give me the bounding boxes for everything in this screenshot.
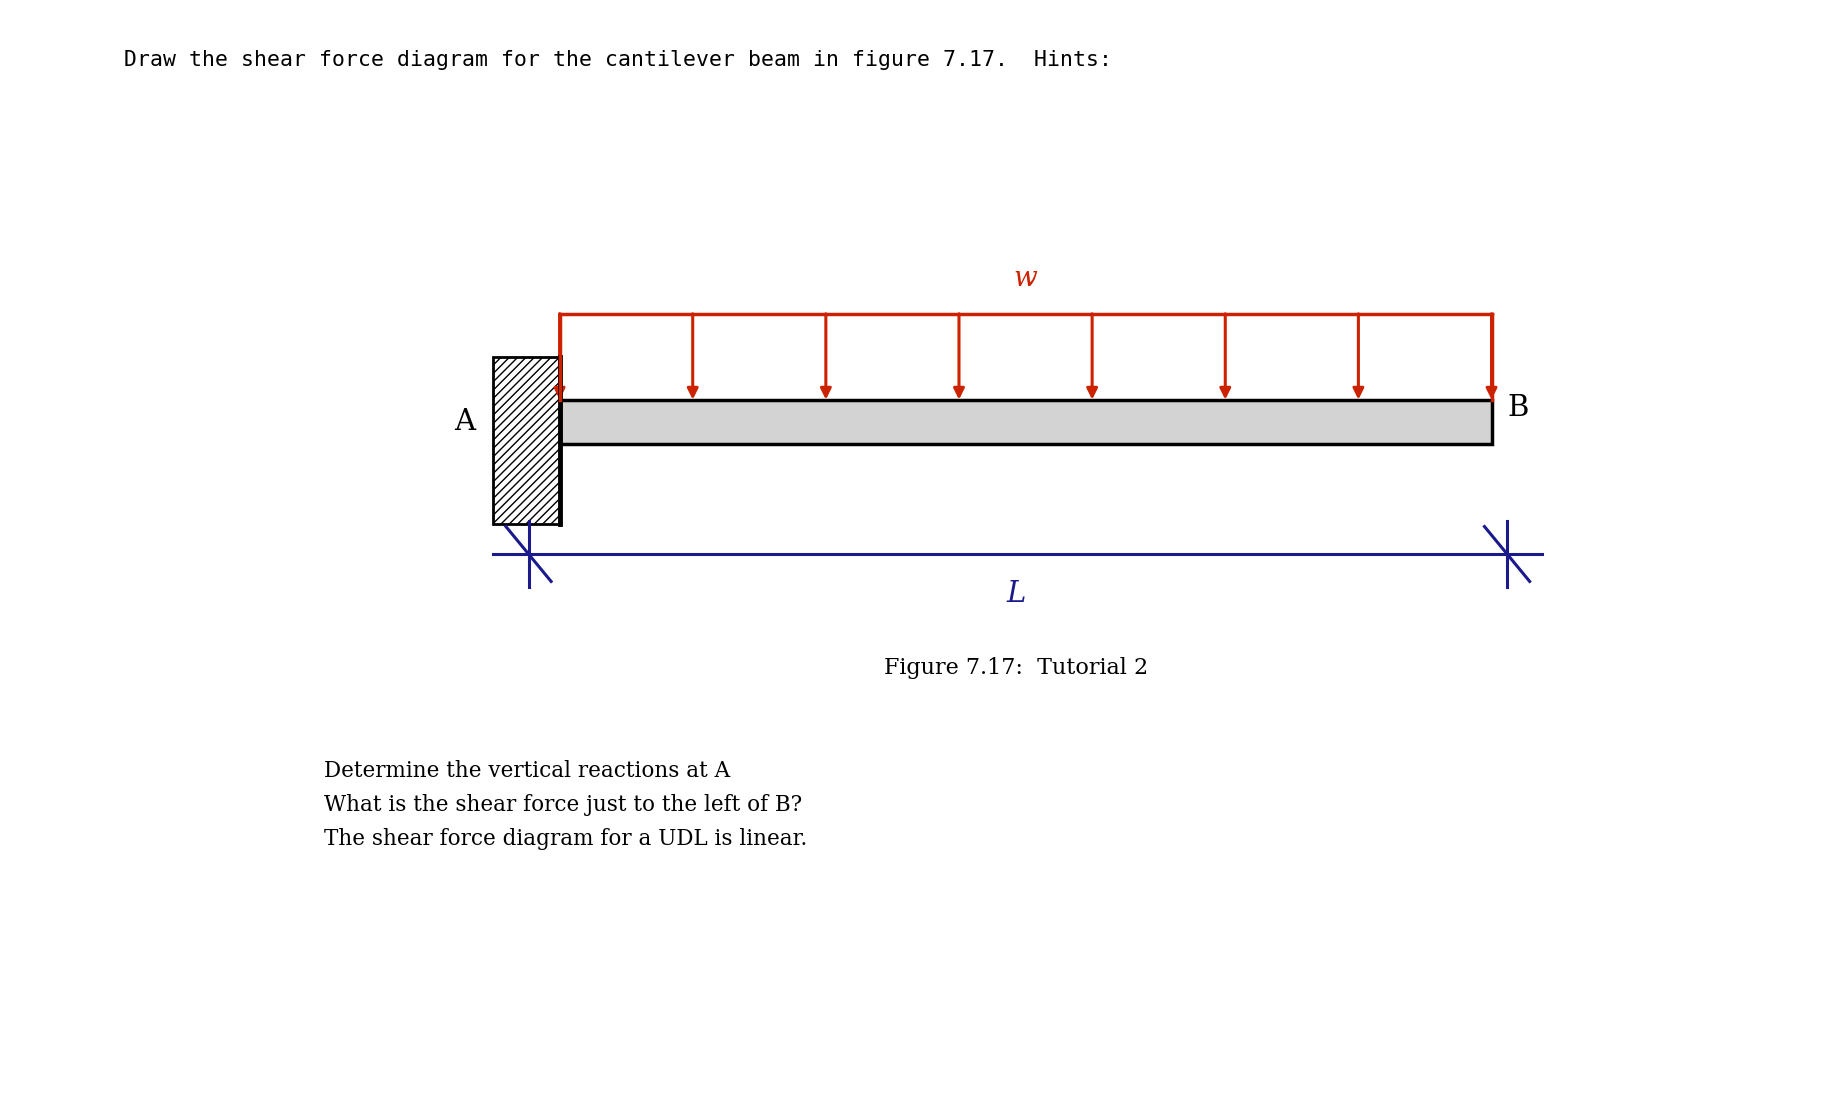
Bar — [494, 356, 559, 524]
Text: L: L — [1006, 579, 1026, 608]
Text: Draw the shear force diagram for the cantilever beam in figure 7.17.  Hints:: Draw the shear force diagram for the can… — [124, 50, 1111, 70]
Bar — [559, 400, 1492, 444]
Text: A: A — [454, 408, 476, 436]
Text: Determine the vertical reactions at A
What is the shear force just to the left o: Determine the vertical reactions at A Wh… — [324, 760, 807, 850]
Text: Figure 7.17:  Tutorial 2: Figure 7.17: Tutorial 2 — [884, 657, 1148, 678]
Text: w: w — [1013, 265, 1037, 292]
Text: B: B — [1507, 394, 1529, 422]
